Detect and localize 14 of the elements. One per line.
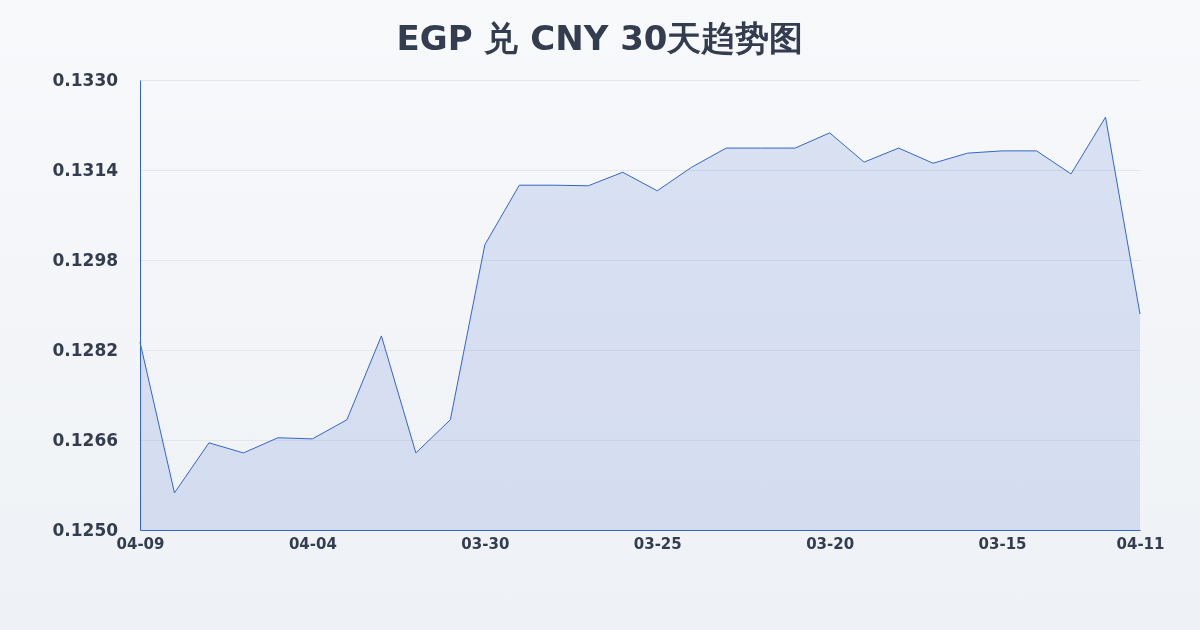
x-tick-label: 03-25: [633, 534, 682, 553]
x-tick-label: 03-15: [978, 534, 1027, 553]
y-tick-label: 0.1282: [52, 339, 119, 360]
x-tick-label: 04-04: [288, 534, 337, 553]
y-tick-label: 0.1330: [52, 69, 119, 90]
y-tick-label: 0.1314: [52, 159, 119, 180]
x-tick-label: 03-30: [461, 534, 510, 553]
y-tick-label: 0.1266: [52, 429, 119, 450]
y-tick-label: 0.1298: [52, 249, 119, 270]
x-tick-label: 03-20: [806, 534, 855, 553]
x-tick-label: 04-09: [116, 534, 165, 553]
chart-title: EGP 兑 CNY 30天趋势图: [396, 18, 804, 58]
y-tick-label: 0.1250: [52, 519, 119, 540]
x-tick-label: 04-11: [1116, 534, 1165, 553]
